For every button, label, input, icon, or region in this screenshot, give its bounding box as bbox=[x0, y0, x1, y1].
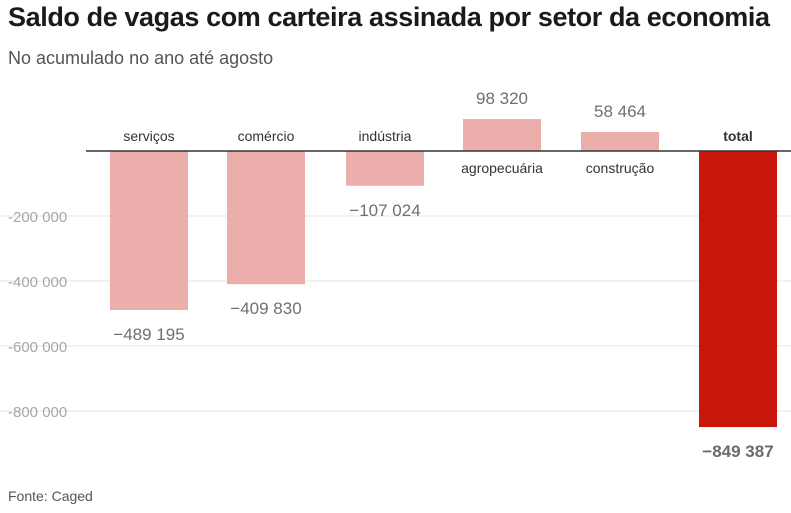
chart-title: Saldo de vagas com carteira assinada por… bbox=[8, 2, 770, 32]
bar-total bbox=[699, 151, 777, 428]
value-label: −409 830 bbox=[230, 299, 301, 318]
category-label: total bbox=[723, 128, 753, 144]
bar-sector bbox=[581, 131, 659, 151]
y-tick-label: -600 000 bbox=[8, 339, 67, 356]
bars bbox=[110, 119, 777, 428]
chart-subtitle: No acumulado no ano até agosto bbox=[8, 48, 274, 68]
category-label: agropecuária bbox=[461, 160, 543, 176]
y-tick-label: -400 000 bbox=[8, 274, 67, 291]
value-label: 98 320 bbox=[476, 89, 528, 108]
bar-sector bbox=[346, 151, 424, 186]
bar-sector bbox=[110, 151, 188, 310]
category-label: serviços bbox=[123, 128, 174, 144]
y-tick-label: -200 000 bbox=[8, 209, 67, 226]
category-label: construção bbox=[586, 160, 655, 176]
value-label: −489 195 bbox=[113, 325, 184, 344]
value-label: 58 464 bbox=[594, 102, 646, 121]
y-tick-label: -800 000 bbox=[8, 404, 67, 421]
category-label: comércio bbox=[238, 128, 295, 144]
bar-labels: serviços −489 195 comércio −409 830 indústri… bbox=[113, 89, 773, 461]
bar-sector bbox=[463, 119, 541, 151]
value-label: −849 387 bbox=[702, 442, 773, 461]
value-label: −107 024 bbox=[349, 201, 420, 220]
category-label: indústria bbox=[359, 128, 412, 144]
bar-sector bbox=[227, 151, 305, 285]
source-note: Fonte: Caged bbox=[8, 488, 93, 504]
y-tick-labels: -200 000 -400 000 -600 000 -800 000 bbox=[8, 209, 67, 421]
